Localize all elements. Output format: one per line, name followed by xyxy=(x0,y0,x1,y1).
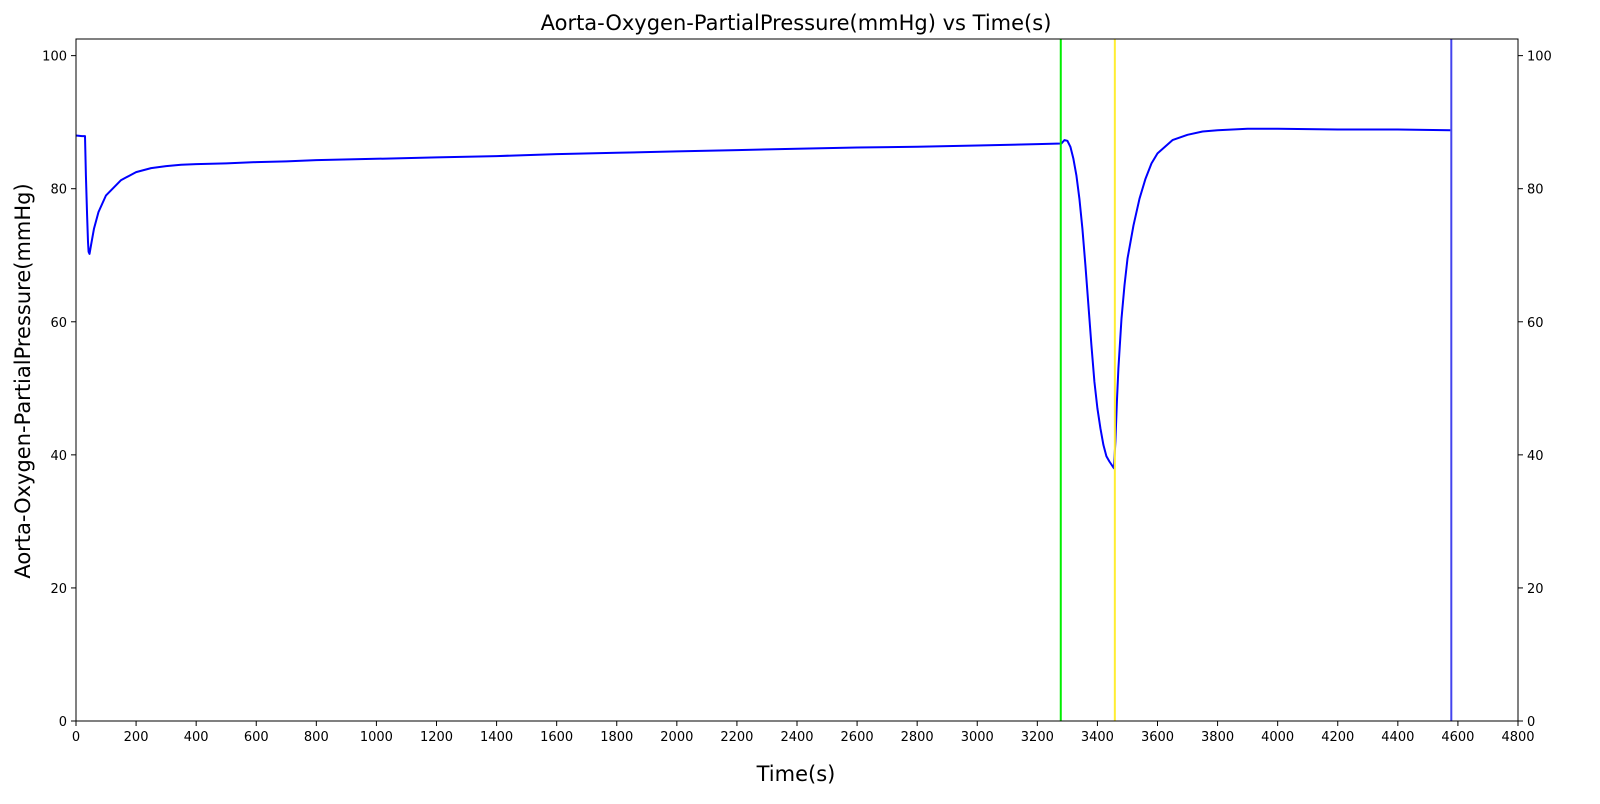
x-tick-label: 2200 xyxy=(720,730,753,745)
x-tick-label: 200 xyxy=(124,730,149,745)
x-tick-label: 3800 xyxy=(1201,730,1234,745)
x-tick-label: 2800 xyxy=(901,730,934,745)
x-tick-label: 4200 xyxy=(1321,730,1354,745)
x-tick-label: 3600 xyxy=(1141,730,1174,745)
y-tick-label: 0 xyxy=(59,715,67,730)
right-y-tick-label: 40 xyxy=(1527,449,1544,464)
x-tick-label: 3400 xyxy=(1081,730,1114,745)
x-tick-label: 800 xyxy=(304,730,329,745)
y-tick-label: 60 xyxy=(50,316,67,331)
y-tick-label: 20 xyxy=(50,582,67,597)
x-tick-label: 1000 xyxy=(360,730,393,745)
y-tick-label: 100 xyxy=(42,50,67,65)
x-tick-label: 1400 xyxy=(480,730,513,745)
y-tick-label: 80 xyxy=(50,183,67,198)
x-tick-label: 4400 xyxy=(1381,730,1414,745)
right-y-tick-label: 100 xyxy=(1527,50,1552,65)
plot-frame xyxy=(75,38,1519,722)
x-tick-label: 0 xyxy=(72,730,80,745)
axis-ticks: 0 200 400 600 800 1000 1200 1400 1600 1800 2000 220… xyxy=(42,50,1552,745)
right-y-tick-label: 60 xyxy=(1527,316,1544,331)
x-tick-label: 4600 xyxy=(1441,730,1474,745)
x-tick-label: 600 xyxy=(244,730,269,745)
x-tick-label: 400 xyxy=(184,730,209,745)
x-tick-label: 3200 xyxy=(1021,730,1054,745)
right-y-tick-label: 80 xyxy=(1527,183,1544,198)
plot-data xyxy=(75,39,1453,721)
y-axis-label: Aorta-Oxygen-PartialPressure(mmHg) xyxy=(11,183,35,578)
chart-title: Aorta-Oxygen-PartialPressure(mmHg) vs Ti… xyxy=(541,11,1052,35)
right-y-tick-label: 0 xyxy=(1527,715,1535,730)
series-line xyxy=(75,127,1451,470)
right-y-tick-label: 20 xyxy=(1527,582,1544,597)
x-tick-label: 2600 xyxy=(841,730,874,745)
x-axis-label: Time(s) xyxy=(756,762,836,786)
x-tick-label: 2400 xyxy=(780,730,813,745)
y-tick-label: 40 xyxy=(50,449,67,464)
x-tick-label: 3000 xyxy=(961,730,994,745)
x-tick-label: 1200 xyxy=(420,730,453,745)
x-tick-label: 4000 xyxy=(1261,730,1294,745)
x-tick-label: 2000 xyxy=(660,730,693,745)
x-tick-label: 1800 xyxy=(600,730,633,745)
x-tick-label: 1600 xyxy=(540,730,573,745)
x-tick-label: 4800 xyxy=(1501,730,1534,745)
